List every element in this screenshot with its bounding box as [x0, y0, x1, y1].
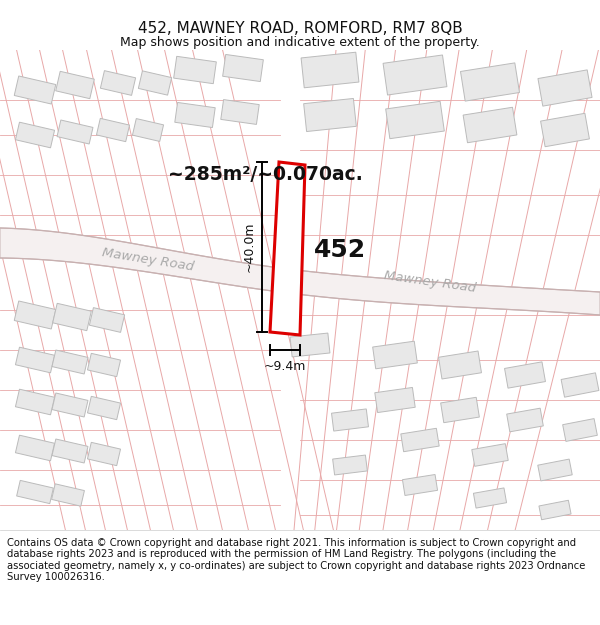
Polygon shape — [133, 119, 164, 141]
Polygon shape — [89, 308, 125, 332]
Polygon shape — [173, 56, 217, 84]
Polygon shape — [290, 333, 330, 357]
Polygon shape — [175, 102, 215, 127]
Polygon shape — [100, 71, 136, 96]
Polygon shape — [221, 99, 259, 124]
Polygon shape — [332, 409, 368, 431]
Polygon shape — [373, 341, 418, 369]
Polygon shape — [97, 118, 130, 142]
Text: 452: 452 — [314, 238, 366, 262]
Polygon shape — [304, 99, 356, 131]
Polygon shape — [401, 428, 439, 452]
Polygon shape — [505, 362, 545, 388]
Polygon shape — [301, 52, 359, 88]
Polygon shape — [57, 120, 93, 144]
Polygon shape — [139, 71, 172, 95]
Polygon shape — [14, 76, 56, 104]
Text: Map shows position and indicative extent of the property.: Map shows position and indicative extent… — [120, 36, 480, 49]
Polygon shape — [223, 54, 263, 81]
Polygon shape — [561, 373, 599, 397]
Text: Contains OS data © Crown copyright and database right 2021. This information is : Contains OS data © Crown copyright and d… — [7, 538, 586, 582]
Polygon shape — [88, 353, 121, 377]
Polygon shape — [52, 350, 88, 374]
Polygon shape — [440, 398, 479, 422]
Polygon shape — [563, 419, 598, 441]
Polygon shape — [539, 500, 571, 520]
Polygon shape — [472, 444, 508, 466]
Polygon shape — [88, 442, 121, 466]
Polygon shape — [0, 228, 600, 315]
Polygon shape — [538, 70, 592, 106]
Polygon shape — [386, 101, 445, 139]
Polygon shape — [16, 435, 55, 461]
Text: ~40.0m: ~40.0m — [242, 222, 256, 272]
Polygon shape — [375, 388, 415, 412]
Polygon shape — [332, 455, 367, 475]
Polygon shape — [383, 55, 447, 95]
Polygon shape — [52, 484, 85, 506]
Text: Mawney Road: Mawney Road — [383, 269, 477, 295]
Polygon shape — [270, 162, 305, 335]
Polygon shape — [16, 347, 55, 373]
Text: ~285m²/~0.070ac.: ~285m²/~0.070ac. — [167, 166, 362, 184]
Polygon shape — [17, 481, 53, 504]
Polygon shape — [16, 122, 55, 148]
Polygon shape — [403, 474, 437, 496]
Text: ~9.4m: ~9.4m — [264, 361, 306, 374]
Text: 452, MAWNEY ROAD, ROMFORD, RM7 8QB: 452, MAWNEY ROAD, ROMFORD, RM7 8QB — [137, 21, 463, 36]
Polygon shape — [460, 63, 520, 101]
Polygon shape — [506, 408, 544, 432]
Polygon shape — [473, 488, 506, 508]
Polygon shape — [53, 303, 91, 331]
Text: Mawney Road: Mawney Road — [101, 246, 195, 274]
Polygon shape — [439, 351, 481, 379]
Polygon shape — [52, 439, 88, 463]
Polygon shape — [538, 459, 572, 481]
Polygon shape — [14, 301, 56, 329]
Polygon shape — [463, 107, 517, 142]
Polygon shape — [88, 396, 121, 419]
Polygon shape — [541, 113, 589, 147]
Polygon shape — [56, 71, 94, 99]
Polygon shape — [52, 393, 88, 417]
Polygon shape — [16, 389, 55, 415]
